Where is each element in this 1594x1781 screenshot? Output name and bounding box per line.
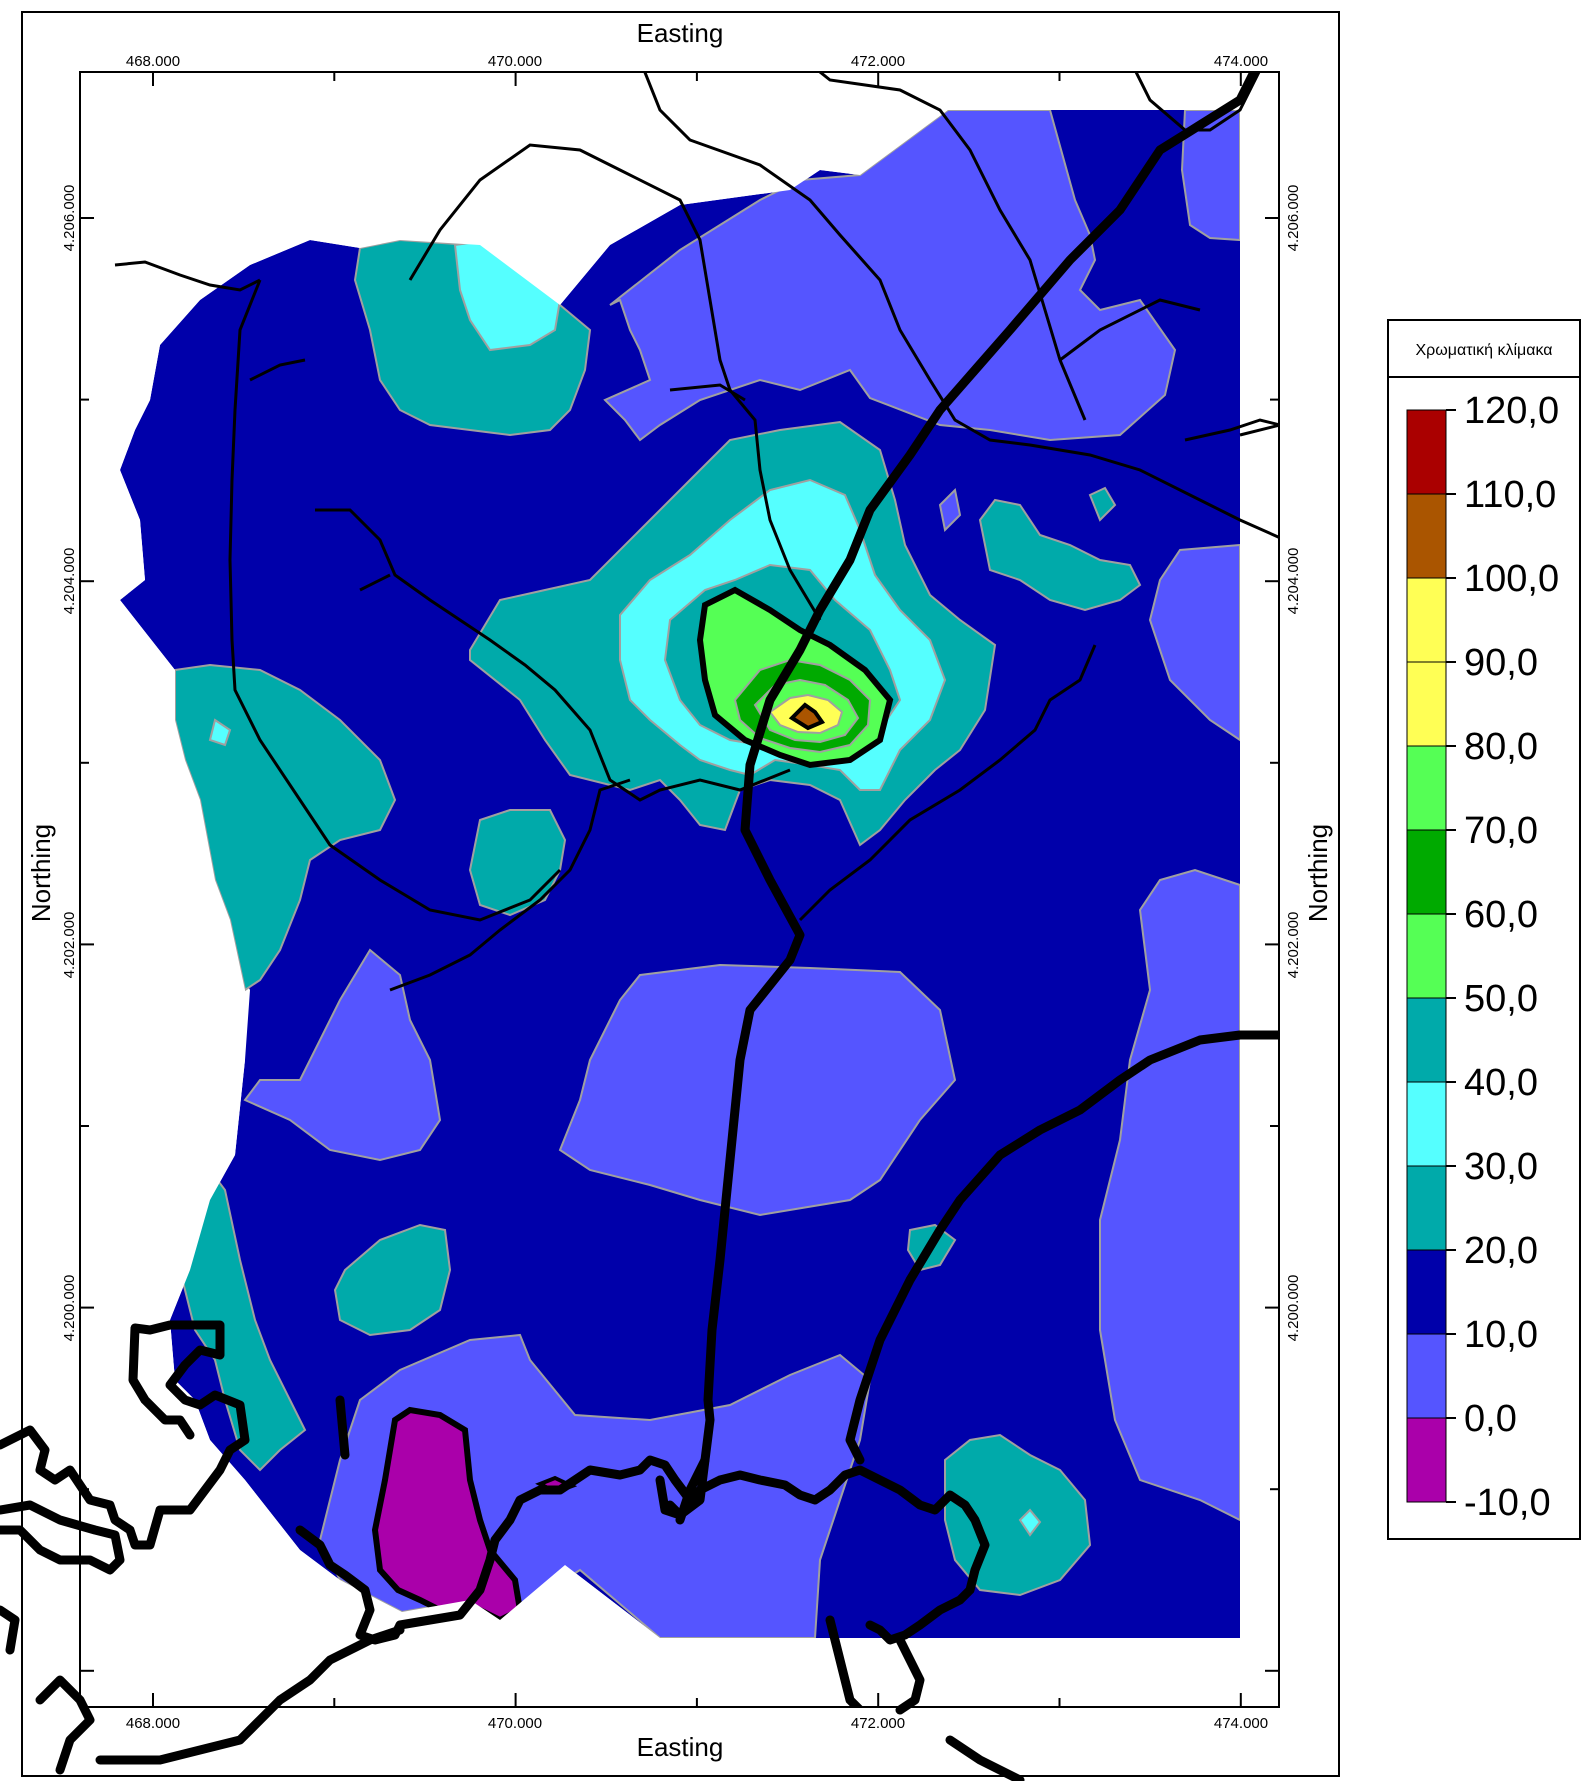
y-tick-left-3: 4.200.000	[61, 1275, 78, 1342]
region-0-10-east2	[1099, 868, 1241, 1522]
region-30-40-w	[208, 718, 232, 747]
plot-frame	[79, 71, 1280, 1708]
plot-area	[80, 72, 1279, 1707]
y-tick-left-0: 4.206.000	[61, 185, 78, 252]
legend-swatch	[1406, 745, 1447, 831]
legend-level-label: 10,0	[1464, 1314, 1538, 1356]
region-20-30-small2	[1088, 486, 1117, 522]
legend-swatch	[1406, 493, 1447, 579]
region-20-30-west	[174, 663, 397, 992]
axis-ticks	[80, 72, 1279, 1707]
outer-frame	[21, 11, 1340, 1777]
region-0-10-east	[1148, 543, 1241, 742]
x-tick-bottom-1: 470.000	[488, 1715, 542, 1732]
legend-swatch	[1406, 1417, 1447, 1503]
color-legend: Χρωματική κλίμακα 120,0 110,0 100,0 90,0 80,…	[1387, 319, 1581, 1540]
region-20-30-sw	[174, 1148, 307, 1472]
region-0-10-center	[558, 963, 957, 1217]
legend-swatch	[1406, 913, 1447, 999]
legend-swatch	[1406, 1165, 1447, 1251]
x-tick-top-2: 472.000	[851, 53, 905, 70]
legend-level-label: 120,0	[1464, 390, 1559, 432]
legend-title: Χρωματική κλίμακα	[1415, 342, 1552, 359]
x-tick-bottom-3: 474.000	[1214, 1715, 1268, 1732]
coastline	[0, 1320, 1025, 1781]
y-axis-title-left: Northing	[26, 824, 56, 922]
x-tick-top-3: 474.000	[1214, 53, 1268, 70]
legend-level-label: 0,0	[1464, 1398, 1517, 1440]
x-axis-title-bottom: Easting	[637, 1732, 724, 1762]
y-tick-right-3: 4.200.000	[1285, 1275, 1302, 1342]
region-0-10-small	[938, 487, 962, 533]
legend-level-label: 100,0	[1464, 558, 1559, 600]
legend-labels: 120,0 110,0 100,0 90,0 80,0 70,0 60,0 50,0 40,0 3…	[1446, 390, 1559, 1524]
x-tick-top-1: 470.000	[488, 53, 542, 70]
data-edge-west-mask	[80, 600, 660, 1638]
region-30-40-se	[1018, 1508, 1042, 1537]
legend-swatch	[1406, 1081, 1447, 1167]
stream-network	[114, 72, 1279, 992]
legend-swatch	[1406, 661, 1447, 747]
legend-swatches	[1406, 409, 1447, 1503]
legend-level-label: 110,0	[1464, 474, 1556, 516]
legend-level-label: 30,0	[1464, 1146, 1538, 1188]
legend-level-label: 40,0	[1464, 1062, 1538, 1104]
region-0-10-west	[243, 948, 442, 1162]
legend-level-label: 60,0	[1464, 894, 1538, 936]
legend-swatch	[1406, 1333, 1447, 1419]
y-axis-title-right: Northing	[1303, 824, 1333, 922]
legend-level-label: 20,0	[1464, 1230, 1538, 1272]
x-tick-bottom-2: 472.000	[851, 1715, 905, 1732]
region-20-30-ne	[978, 498, 1142, 612]
legend-level-label: 80,0	[1464, 726, 1538, 768]
legend-level-label: -10,0	[1464, 1482, 1551, 1524]
legend-swatch	[1406, 829, 1447, 915]
legend-swatch	[1406, 997, 1447, 1083]
x-tick-bottom-0: 468.000	[126, 1715, 180, 1732]
data-edge-north-mask	[80, 72, 1279, 600]
y-tick-left-2: 4.202.000	[61, 912, 78, 979]
region-20-30-s	[333, 1223, 452, 1337]
legend-swatch	[1406, 1249, 1447, 1335]
y-tick-right-2: 4.202.000	[1285, 912, 1302, 979]
legend-level-label: 90,0	[1464, 642, 1538, 684]
legend-level-label: 50,0	[1464, 978, 1538, 1020]
x-tick-top-0: 468.000	[126, 53, 180, 70]
y-tick-right-1: 4.204.000	[1285, 548, 1302, 615]
y-tick-right-0: 4.206.000	[1285, 185, 1302, 252]
y-tick-left-1: 4.204.000	[61, 548, 78, 615]
legend-swatch	[1406, 409, 1447, 495]
legend-level-label: 70,0	[1464, 810, 1538, 852]
region-100-110	[788, 702, 826, 731]
x-axis-title-top: Easting	[637, 18, 724, 48]
legend-swatch	[1406, 577, 1447, 663]
